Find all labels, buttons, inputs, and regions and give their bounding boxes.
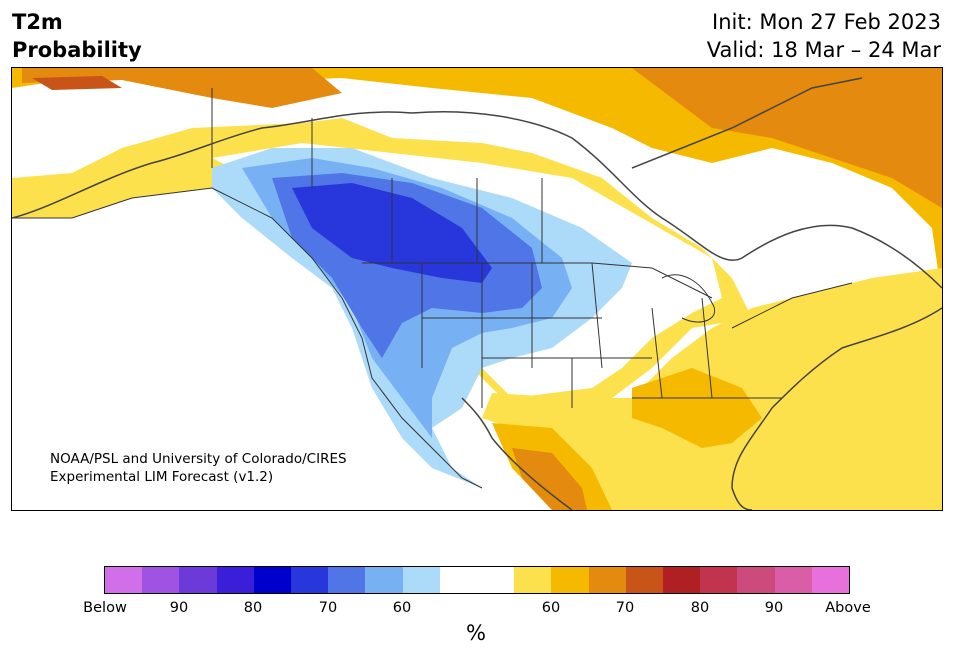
above-90-north bbox=[32, 76, 122, 90]
map-svg bbox=[12, 68, 942, 510]
coastlines bbox=[12, 77, 942, 510]
date-info: Init: Mon 27 Feb 2023 Valid: 18 Mar – 24… bbox=[707, 8, 941, 64]
colorbar-tick-above-80: 80 bbox=[690, 600, 710, 616]
colorbar-tick-below: Below bbox=[83, 600, 127, 616]
colorbar-cell-16 bbox=[700, 567, 738, 593]
variable-label: T2m bbox=[12, 10, 63, 34]
colorbar-cell-10 bbox=[477, 567, 515, 593]
above-70-southeast bbox=[632, 368, 762, 448]
colorbar-tick-above-60: 60 bbox=[541, 600, 561, 616]
colorbar-cell-14 bbox=[625, 567, 664, 593]
credit-line-1: NOAA/PSL and University of Colorado/CIRE… bbox=[50, 451, 347, 467]
probability-colorbar bbox=[104, 566, 850, 594]
colorbar-cell-4 bbox=[253, 567, 292, 593]
forecast-map: NOAA/PSL and University of Colorado/CIRE… bbox=[11, 67, 943, 511]
colorbar-cell-6 bbox=[328, 567, 366, 593]
boundaries bbox=[12, 88, 853, 489]
credit-line-2: Experimental LIM Forecast (v1.2) bbox=[50, 469, 274, 485]
colorbar-cell-9 bbox=[439, 567, 478, 593]
colorbar-tick-above: Above bbox=[825, 600, 871, 616]
colorbar-tick-below-90: 90 bbox=[169, 600, 189, 616]
colorbar-tick-below-70: 70 bbox=[318, 600, 338, 616]
above-80-mexico bbox=[512, 448, 587, 510]
colorbar-cell-5 bbox=[291, 567, 329, 593]
colorbar-cell-13 bbox=[588, 567, 626, 593]
colorbar-cell-8 bbox=[402, 567, 440, 593]
colorbar-tick-above-90: 90 bbox=[764, 600, 784, 616]
colorbar-tick-below-80: 80 bbox=[243, 600, 263, 616]
colorbar-cell-0 bbox=[105, 567, 143, 593]
init-date: Init: Mon 27 Feb 2023 bbox=[712, 10, 941, 34]
colorbar-cell-15 bbox=[663, 567, 701, 593]
colorbar-cell-2 bbox=[179, 567, 217, 593]
colorbar-cell-1 bbox=[142, 567, 180, 593]
product-label: Probability bbox=[12, 38, 142, 62]
colorbar-cell-12 bbox=[551, 567, 589, 593]
colorbar-tick-above-70: 70 bbox=[615, 600, 635, 616]
colorbar-cell-11 bbox=[514, 567, 552, 593]
above-80-arctic bbox=[632, 68, 942, 208]
forecast-credit: NOAA/PSL and University of Colorado/CIRE… bbox=[50, 450, 347, 486]
colorbar-unit: % bbox=[466, 621, 486, 645]
valid-range: Valid: 18 Mar – 24 Mar bbox=[706, 38, 941, 62]
colorbar-cell-19 bbox=[811, 567, 850, 593]
colorbar-cell-18 bbox=[774, 567, 812, 593]
colorbar-cell-7 bbox=[365, 567, 403, 593]
chart-title: T2m Probability bbox=[12, 8, 142, 64]
colorbar-cell-3 bbox=[216, 567, 254, 593]
colorbar-tick-below-60: 60 bbox=[392, 600, 412, 616]
colorbar-cell-17 bbox=[737, 567, 775, 593]
